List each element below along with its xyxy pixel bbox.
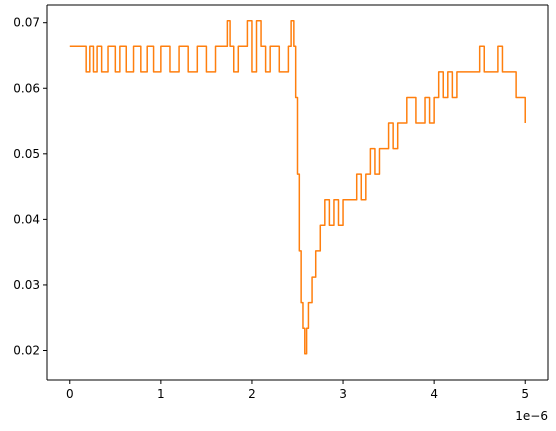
plot-area (47, 5, 548, 380)
y-tick-label: 0.05 (13, 147, 40, 161)
y-tick-label: 0.07 (13, 16, 40, 30)
x-tick-label: 5 (521, 387, 529, 401)
x-tick-label: 4 (430, 387, 438, 401)
x-offset-text: 1e−6 (515, 409, 548, 423)
y-ticks: 0.02 0.03 0.04 0.05 0.06 0.07 (13, 16, 47, 357)
series-layer (69, 19, 526, 355)
x-tick-label: 3 (339, 387, 347, 401)
y-tick-label: 0.03 (13, 278, 40, 292)
x-tick-label: 1 (157, 387, 165, 401)
series-line (69, 19, 526, 355)
y-tick-label: 0.02 (13, 343, 40, 357)
y-tick-label: 0.04 (13, 212, 40, 226)
axes-layer (46, 4, 549, 381)
x-tick-label: 2 (248, 387, 256, 401)
y-tick-label: 0.06 (13, 81, 40, 95)
x-ticks: 0 1 2 3 4 5 (66, 380, 529, 401)
x-tick-label: 0 (66, 387, 74, 401)
